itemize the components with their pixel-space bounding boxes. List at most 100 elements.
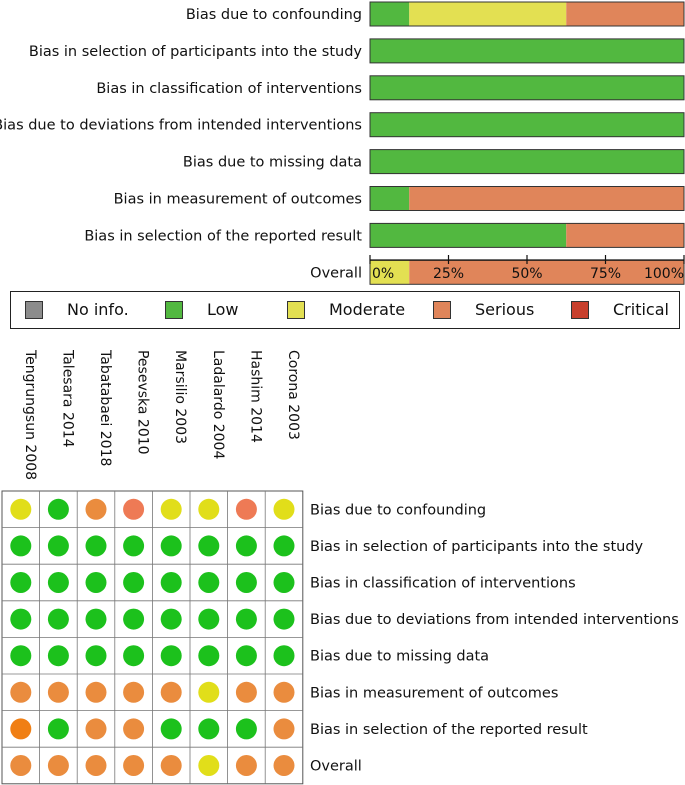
bar-segment-low-bias-due-to-deviations-from-intended-interventions (370, 112, 684, 137)
rating-dot-hashim-2014-bias-due-to-confounding (235, 498, 257, 520)
bar-label-bias-due-to-confounding: Bias due to confounding (186, 7, 362, 23)
legend-swatch-serious (433, 300, 451, 319)
legend-item-serious: Serious (433, 292, 534, 327)
legend-label-moderate: Moderate (329, 300, 406, 319)
rating-dot-marsilio-2003-bias-in-selection-of-the-reported-result (160, 718, 182, 740)
rating-dot-tabatabaei-2018-bias-due-to-missing-data (85, 645, 107, 667)
rating-dot-pesevska-2010-bias-in-measurement-of-outcomes (123, 681, 145, 703)
domain-label-bias-due-to-confounding: Bias due to confounding (310, 502, 486, 518)
bar-label-overall: Overall (310, 265, 362, 281)
rating-dot-tengrungsun-2008-overall (10, 755, 32, 776)
rating-dot-marsilio-2003-bias-due-to-confounding (160, 498, 182, 520)
domain-label-bias-due-to-missing-data: Bias due to missing data (310, 649, 489, 665)
bar-segment-moderate-bias-due-to-confounding (409, 2, 567, 26)
rating-dot-ladalardo-2004-bias-due-to-confounding (198, 498, 220, 520)
x-tick-label-4: 100% (644, 266, 684, 282)
rating-dot-hashim-2014-bias-in-selection-of-participants-into-the-study (235, 535, 257, 557)
rating-dot-ladalardo-2004-bias-due-to-missing-data (198, 645, 220, 667)
rating-dot-corona-2003-bias-in-selection-of-participants-into-the-study (273, 535, 295, 557)
bar-segment-low-bias-in-selection-of-participants-into-the-study (370, 38, 684, 63)
legend-swatch-no-info (25, 300, 43, 319)
rating-dot-corona-2003-bias-due-to-missing-data (273, 645, 295, 667)
study-label-ladalardo-2004: Ladalardo 2004 (210, 350, 226, 459)
rating-dot-talesara-2014-bias-due-to-confounding (47, 498, 69, 520)
rating-dot-marsilio-2003-bias-in-classification-of-interventions (160, 572, 182, 593)
x-tick-label-1: 25% (433, 266, 464, 282)
bar-segment-low-bias-in-selection-of-the-reported-result (370, 223, 567, 248)
bar-label-bias-in-selection-of-participants-into-the-study: Bias in selection of participants into t… (29, 44, 363, 60)
chart-legend: No info. Low Moderate Serious Critical (10, 291, 680, 329)
bar-segment-serious-overall (409, 260, 684, 285)
rating-dot-marsilio-2003-bias-in-measurement-of-outcomes (160, 681, 182, 703)
rating-dot-corona-2003-bias-in-classification-of-interventions (273, 572, 295, 593)
legend-label-no-info: No info. (67, 300, 129, 319)
rating-dot-tabatabaei-2018-bias-in-classification-of-interventions (85, 572, 107, 593)
bar-label-bias-in-measurement-of-outcomes: Bias in measurement of outcomes (114, 192, 362, 208)
rating-dot-tengrungsun-2008-bias-due-to-deviations-from-intended-interventions (10, 608, 32, 630)
legend-item-moderate: Moderate (287, 292, 405, 327)
rating-dot-ladalardo-2004-bias-due-to-deviations-from-intended-interventions (198, 608, 220, 630)
domain-label-overall: Overall (310, 759, 362, 775)
bar-outline-bias-in-classification-of-interventions (369, 75, 685, 101)
rating-dot-hashim-2014-bias-in-classification-of-interventions (235, 572, 257, 593)
rating-dot-pesevska-2010-bias-in-selection-of-participants-into-the-study (123, 535, 145, 557)
rating-dot-talesara-2014-bias-in-selection-of-participants-into-the-study (47, 535, 69, 557)
rating-dot-hashim-2014-overall (235, 755, 257, 776)
rating-dot-corona-2003-overall (273, 755, 295, 776)
legend-item-low: Low (165, 292, 239, 327)
rating-dot-hashim-2014-bias-due-to-deviations-from-intended-interventions (235, 608, 257, 630)
traffic-light-plot: Tengrungsun 2008 Talesara 2014 Tabatabaei … (1, 349, 679, 785)
bar-outline-bias-due-to-deviations-from-intended-interventions (369, 112, 685, 138)
legend-label-critical: Critical (613, 300, 669, 319)
study-label-hashim-2014: Hashim 2014 (247, 350, 263, 443)
bar-label-bias-due-to-deviations-from-intended-interventions: Bias due to deviations from intended int… (0, 118, 362, 134)
rating-dot-tengrungsun-2008-bias-in-selection-of-the-reported-result (10, 718, 32, 740)
bar-segment-serious-bias-due-to-confounding (566, 2, 684, 26)
bar-outline-bias-in-measurement-of-outcomes (369, 186, 685, 211)
rating-dot-talesara-2014-overall (47, 755, 69, 776)
rating-dot-corona-2003-bias-due-to-confounding (273, 498, 295, 520)
rating-dot-ladalardo-2004-overall (198, 755, 220, 776)
legend-label-serious: Serious (475, 300, 535, 319)
bar-label-bias-due-to-missing-data: Bias due to missing data (183, 155, 362, 171)
bar-label-bias-in-classification-of-interventions: Bias in classification of interventions (96, 81, 362, 97)
rating-dot-tengrungsun-2008-bias-in-measurement-of-outcomes (10, 681, 32, 703)
rating-dot-ladalardo-2004-bias-in-measurement-of-outcomes (198, 681, 220, 703)
rating-dot-marsilio-2003-bias-due-to-missing-data (160, 645, 182, 667)
x-tick-label-0: 0% (372, 266, 394, 282)
rating-dot-tabatabaei-2018-bias-due-to-deviations-from-intended-interventions (85, 608, 107, 630)
domain-label-bias-in-selection-of-participants-into-the-study: Bias in selection of participants into t… (310, 539, 644, 555)
rating-dot-talesara-2014-bias-due-to-missing-data (47, 645, 69, 667)
rating-dot-pesevska-2010-bias-in-selection-of-the-reported-result (123, 718, 145, 740)
rating-dot-corona-2003-bias-in-measurement-of-outcomes (273, 681, 295, 703)
rating-dot-marsilio-2003-bias-in-selection-of-participants-into-the-study (160, 535, 182, 557)
rating-dot-pesevska-2010-bias-due-to-confounding (123, 498, 145, 520)
rating-dot-talesara-2014-bias-due-to-deviations-from-intended-interventions (47, 608, 69, 630)
legend-swatch-low (165, 300, 183, 319)
rating-dot-talesara-2014-bias-in-measurement-of-outcomes (47, 681, 69, 703)
rating-dot-pesevska-2010-bias-in-classification-of-interventions (123, 572, 145, 593)
bar-segment-low-bias-due-to-missing-data (370, 149, 684, 174)
domain-label-bias-due-to-deviations-from-intended-interventions: Bias due to deviations from intended int… (310, 612, 679, 628)
legend-item-critical: Critical (571, 292, 669, 327)
domain-label-bias-in-selection-of-the-reported-result: Bias in selection of the reported result (310, 722, 588, 738)
rating-dot-tengrungsun-2008-bias-due-to-confounding (10, 498, 32, 520)
rating-dot-talesara-2014-bias-in-selection-of-the-reported-result (47, 718, 69, 740)
rating-dot-tabatabaei-2018-overall (85, 755, 107, 776)
study-label-tengrungsun-2008: Tengrungsun 2008 (22, 349, 38, 480)
rating-dot-marsilio-2003-bias-due-to-deviations-from-intended-interventions (160, 608, 182, 630)
rating-dot-ladalardo-2004-bias-in-selection-of-the-reported-result (198, 718, 220, 740)
x-tick-label-2: 50% (511, 266, 542, 282)
bar-outline-bias-due-to-confounding (369, 1, 685, 27)
bar-segment-serious-bias-in-measurement-of-outcomes (409, 186, 684, 211)
legend-item-no-info: No info. (25, 292, 129, 327)
rating-dot-tengrungsun-2008-bias-in-classification-of-interventions (10, 572, 32, 593)
rating-dot-corona-2003-bias-in-selection-of-the-reported-result (273, 718, 295, 740)
rating-dot-marsilio-2003-overall (160, 755, 182, 776)
rating-dot-corona-2003-bias-due-to-deviations-from-intended-interventions (273, 608, 295, 630)
rating-dot-ladalardo-2004-bias-in-selection-of-participants-into-the-study (198, 535, 220, 557)
bar-segment-low-bias-in-measurement-of-outcomes (370, 186, 410, 211)
rating-dot-hashim-2014-bias-in-measurement-of-outcomes (235, 681, 257, 703)
rating-dot-tabatabaei-2018-bias-in-selection-of-participants-into-the-study (85, 535, 107, 557)
bar-outline-bias-due-to-missing-data (369, 149, 685, 175)
